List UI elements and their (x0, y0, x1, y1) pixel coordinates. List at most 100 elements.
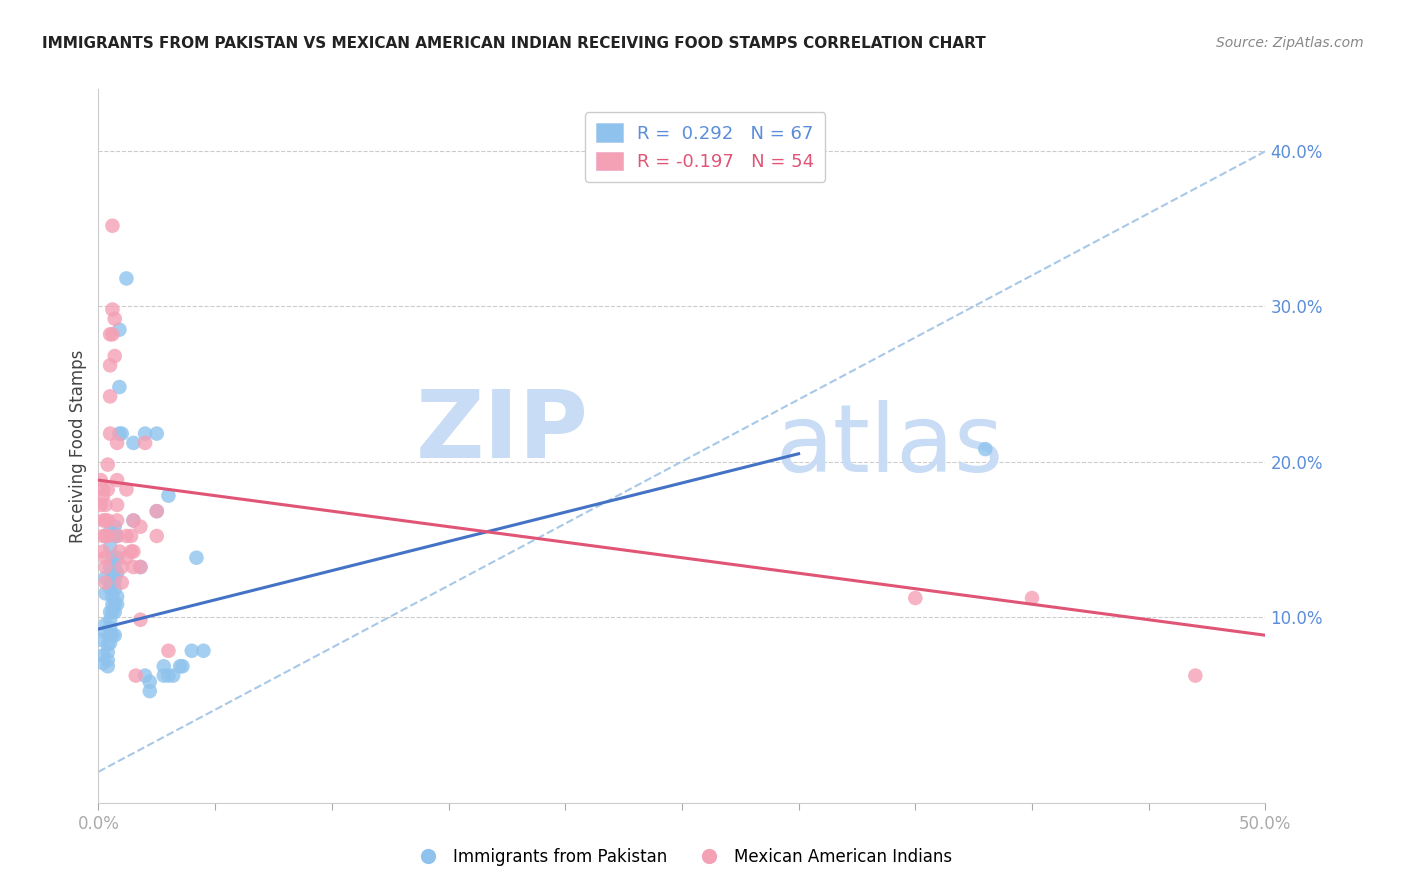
Point (97, 458, 120, 472)
Point (94, 513, 117, 527)
Point (157, 668, 180, 682)
Point (104, 311, 127, 326)
Point (97, 529, 120, 543)
Point (91, 656, 114, 670)
Point (101, 327, 124, 342)
Text: atlas: atlas (775, 400, 1004, 492)
Point (101, 605, 124, 619)
Point (105, 590, 128, 604)
Point (180, 644, 202, 658)
Point (98, 426, 121, 441)
Point (108, 380, 131, 394)
Point (111, 575, 134, 590)
Point (98, 524, 121, 539)
Point (94, 586, 117, 600)
Point (104, 519, 127, 533)
Point (105, 529, 128, 543)
Point (134, 436, 156, 450)
Point (94, 617, 117, 632)
Point (122, 560, 145, 574)
Point (101, 302, 124, 317)
Point (98, 613, 121, 627)
Point (139, 674, 162, 689)
Point (120, 544, 142, 558)
Point (129, 613, 152, 627)
Point (122, 513, 145, 527)
Point (104, 605, 127, 619)
Point (115, 483, 138, 497)
Point (98, 560, 121, 574)
Point (157, 644, 180, 658)
Point (157, 489, 180, 503)
Y-axis label: Receiving Food Stamps: Receiving Food Stamps (69, 350, 87, 542)
Point (125, 668, 148, 682)
Point (94, 560, 117, 574)
Point (104, 558, 127, 573)
Point (115, 550, 138, 565)
Point (105, 473, 128, 487)
Point (105, 550, 128, 565)
Point (146, 504, 169, 518)
Point (111, 560, 134, 574)
Point (90, 498, 112, 512)
Point (129, 560, 152, 574)
Point (152, 659, 174, 673)
Point (98, 605, 121, 619)
Point (104, 574, 127, 588)
Point (94, 575, 117, 590)
Point (1184, 668, 1206, 682)
Point (98, 359, 121, 373)
Point (172, 659, 194, 673)
Point (104, 597, 127, 611)
Point (91, 648, 114, 663)
Point (94, 625, 117, 640)
Point (97, 638, 120, 652)
Point (108, 426, 131, 441)
Point (98, 628, 121, 642)
Point (104, 527, 127, 541)
Text: ZIP: ZIP (416, 385, 589, 478)
Point (146, 504, 169, 518)
Point (105, 597, 128, 611)
Point (101, 597, 124, 611)
Point (105, 436, 128, 450)
Legend: Immigrants from Pakistan, Mexican American Indians: Immigrants from Pakistan, Mexican Americ… (405, 842, 959, 873)
Point (101, 575, 124, 590)
Point (122, 513, 145, 527)
Point (97, 645, 120, 659)
Text: IMMIGRANTS FROM PAKISTAN VS MEXICAN AMERICAN INDIAN RECEIVING FOOD STAMPS CORREL: IMMIGRANTS FROM PAKISTAN VS MEXICAN AMER… (42, 36, 986, 51)
Point (974, 442, 997, 456)
Point (122, 544, 145, 558)
Point (98, 620, 121, 634)
Point (98, 575, 121, 590)
Text: Source: ZipAtlas.com: Source: ZipAtlas.com (1216, 36, 1364, 50)
Point (152, 668, 174, 682)
Point (104, 582, 127, 596)
Point (94, 550, 117, 565)
Point (105, 498, 128, 512)
Point (104, 349, 127, 363)
Point (91, 489, 114, 503)
Point (111, 426, 134, 441)
Point (101, 550, 124, 565)
Point (98, 327, 121, 342)
Point (91, 513, 114, 527)
Point (115, 271, 138, 285)
Point (129, 560, 152, 574)
Point (97, 659, 120, 673)
Point (97, 653, 120, 667)
Point (1021, 591, 1043, 605)
Point (91, 529, 114, 543)
Point (90, 632, 112, 647)
Point (101, 628, 124, 642)
Point (98, 389, 121, 403)
Point (101, 590, 124, 604)
Point (108, 323, 131, 337)
Point (98, 636, 121, 650)
Point (101, 566, 124, 581)
Point (904, 591, 927, 605)
Point (90, 473, 112, 487)
Point (94, 571, 117, 585)
Point (105, 529, 128, 543)
Point (91, 483, 114, 497)
